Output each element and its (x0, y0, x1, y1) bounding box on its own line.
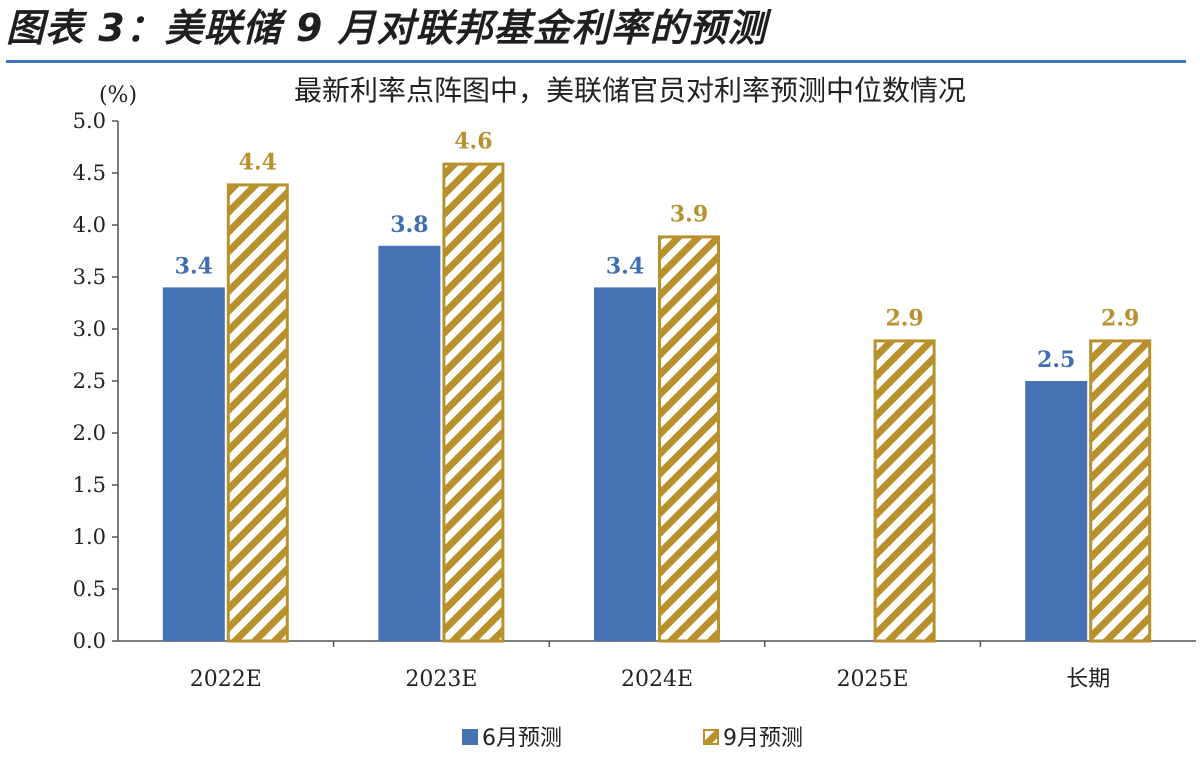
y-tick-label: 0.5 (73, 577, 106, 601)
y-axis-unit: (%) (99, 83, 137, 108)
bar-sep-forecast (1091, 341, 1150, 641)
y-tick-label: 1.5 (73, 473, 106, 497)
bar-jun-forecast (378, 246, 440, 641)
bar-jun-forecast (594, 287, 656, 641)
bar-sep-forecast (228, 185, 287, 641)
data-label-sep: 3.9 (670, 201, 708, 227)
bar-sep-forecast (444, 164, 503, 641)
bar-sep-forecast (875, 341, 934, 641)
x-category-label: 2022E (190, 667, 262, 692)
data-label-jun: 2.5 (1037, 347, 1075, 373)
x-category-label: 长期 (1066, 667, 1110, 692)
bar-jun-forecast (163, 287, 225, 641)
x-category-label: 2025E (837, 667, 909, 692)
data-label-sep: 2.9 (885, 305, 923, 331)
x-category-label: 2023E (405, 667, 477, 692)
data-label-jun: 3.4 (606, 253, 644, 279)
y-tick-label: 4.5 (73, 161, 106, 185)
legend: 6月预测 9月预测 (462, 726, 803, 751)
x-category-label: 2024E (621, 667, 693, 692)
y-tick-label: 2.0 (73, 421, 106, 445)
y-tick-label: 5.0 (73, 109, 106, 133)
y-tick-label: 2.5 (73, 369, 106, 393)
legend-label: 9月预测 (723, 726, 803, 751)
data-label-sep: 2.9 (1101, 305, 1139, 331)
y-tick-label: 1.0 (73, 525, 106, 549)
bar-jun-forecast (1025, 381, 1087, 641)
bar-sep-forecast (660, 237, 719, 641)
y-tick-label: 3.5 (73, 265, 106, 289)
chart-title: 最新利率点阵图中，美联储官员对利率预测中位数情况 (294, 74, 966, 107)
y-tick-label: 4.0 (73, 213, 106, 237)
y-tick-label: 0.0 (73, 629, 106, 653)
data-label-jun: 3.4 (175, 253, 213, 279)
data-label-jun: 3.8 (390, 212, 428, 238)
data-labels: 3.4 4.4 3.8 4.6 3.4 3.9 2.9 2.5 2.9 (175, 129, 1140, 373)
data-label-sep: 4.4 (239, 149, 277, 175)
data-label-sep: 4.6 (454, 129, 492, 155)
legend-label: 6月预测 (482, 726, 562, 751)
legend-swatch-sep (704, 730, 718, 744)
bars (163, 164, 1150, 641)
y-tick-label: 3.0 (73, 317, 106, 341)
legend-swatch-jun (462, 729, 478, 745)
